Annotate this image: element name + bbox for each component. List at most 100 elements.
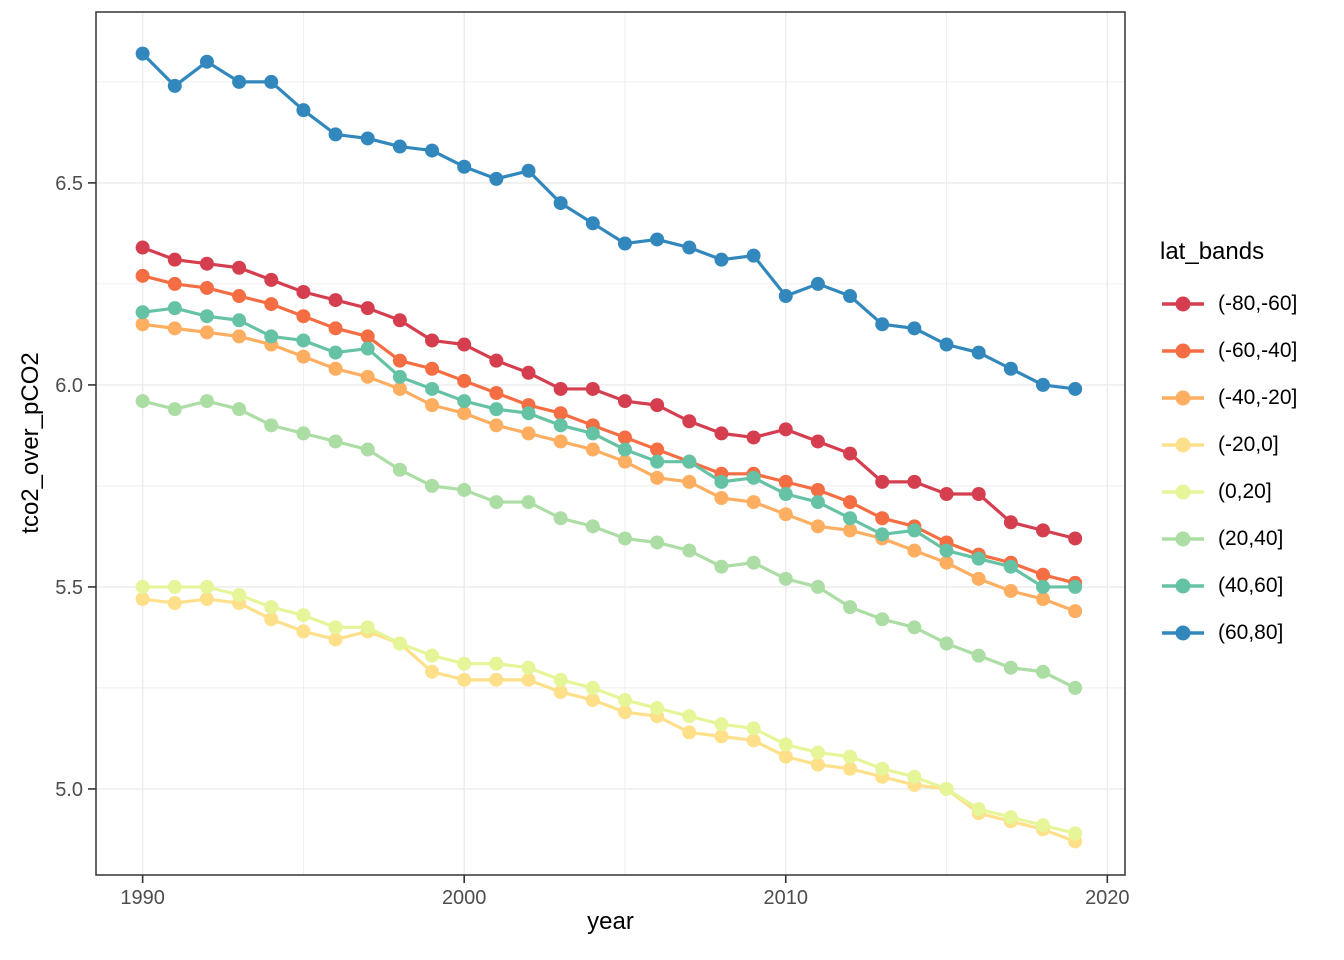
data-point bbox=[971, 551, 986, 566]
data-point bbox=[489, 402, 504, 417]
data-point bbox=[489, 418, 504, 433]
legend-label: (0,20] bbox=[1218, 479, 1272, 503]
data-point bbox=[553, 511, 568, 526]
data-point bbox=[585, 216, 600, 231]
data-point bbox=[489, 672, 504, 687]
legend-key-icon bbox=[1162, 531, 1204, 546]
data-point bbox=[746, 430, 761, 445]
data-point bbox=[1003, 583, 1018, 598]
data-point bbox=[617, 454, 632, 469]
data-point bbox=[392, 381, 407, 396]
data-point bbox=[585, 680, 600, 695]
data-point bbox=[167, 78, 182, 93]
x-tick-label: 1990 bbox=[120, 887, 165, 909]
data-point bbox=[167, 321, 182, 336]
data-point bbox=[232, 74, 247, 89]
data-point bbox=[199, 54, 214, 69]
data-point bbox=[810, 745, 825, 760]
legend-entry: (-80,-60] bbox=[1160, 280, 1297, 327]
data-point bbox=[296, 333, 311, 348]
data-point bbox=[1036, 567, 1051, 582]
data-point bbox=[392, 462, 407, 477]
legend-key-icon bbox=[1162, 343, 1204, 358]
data-point bbox=[617, 531, 632, 546]
legend-label: (60,80] bbox=[1218, 620, 1284, 644]
data-point bbox=[843, 749, 858, 764]
data-point bbox=[843, 523, 858, 538]
data-point bbox=[714, 252, 729, 267]
data-point bbox=[553, 684, 568, 699]
data-point bbox=[489, 171, 504, 186]
legend-key-icon bbox=[1162, 296, 1204, 311]
data-point bbox=[810, 519, 825, 534]
series-(-20,0] bbox=[135, 592, 1083, 849]
data-point bbox=[714, 426, 729, 441]
data-point bbox=[135, 579, 150, 594]
data-point bbox=[843, 495, 858, 510]
data-point bbox=[907, 321, 922, 336]
data-point bbox=[135, 268, 150, 283]
data-point bbox=[457, 482, 472, 497]
y-tick-label: 5.5 bbox=[55, 577, 83, 599]
data-point bbox=[135, 317, 150, 332]
data-point bbox=[682, 725, 697, 740]
legend-entry: (0,20] bbox=[1160, 468, 1297, 515]
data-point bbox=[489, 495, 504, 510]
data-point bbox=[457, 373, 472, 388]
data-point bbox=[296, 284, 311, 299]
data-point bbox=[1003, 660, 1018, 675]
data-point bbox=[425, 333, 440, 348]
data-point bbox=[328, 620, 343, 635]
data-point bbox=[553, 406, 568, 421]
x-tick-label: 2020 bbox=[1085, 887, 1130, 909]
series-(-40,-20] bbox=[135, 317, 1083, 619]
data-point bbox=[521, 163, 536, 178]
data-point bbox=[328, 345, 343, 360]
legend-key-icon bbox=[1162, 578, 1204, 593]
data-point bbox=[425, 664, 440, 679]
data-point bbox=[553, 672, 568, 687]
data-point bbox=[875, 474, 890, 489]
data-point bbox=[585, 381, 600, 396]
data-point bbox=[135, 592, 150, 607]
legend-entry: (-20,0] bbox=[1160, 421, 1297, 468]
data-point bbox=[746, 470, 761, 485]
data-point bbox=[971, 648, 986, 663]
data-point bbox=[1068, 604, 1083, 619]
data-point bbox=[650, 454, 665, 469]
legend-key-icon bbox=[1162, 390, 1204, 405]
data-point bbox=[264, 297, 279, 312]
data-point bbox=[971, 345, 986, 360]
series-line bbox=[142, 322, 1076, 613]
legend-label: (-80,-60] bbox=[1218, 291, 1298, 315]
data-point bbox=[1036, 523, 1051, 538]
data-point bbox=[167, 596, 182, 611]
axis-ticks: 1990 2000 2010 2020 5.0 5.5 6.0 6.5 bbox=[55, 173, 1129, 909]
data-point bbox=[167, 276, 182, 291]
data-point bbox=[650, 535, 665, 550]
y-tick-label: 5.0 bbox=[55, 779, 83, 801]
panel-border bbox=[95, 11, 1126, 876]
data-point bbox=[1068, 531, 1083, 546]
data-point bbox=[810, 482, 825, 497]
y-tick-label: 6.5 bbox=[55, 173, 83, 195]
data-point bbox=[489, 656, 504, 671]
data-point bbox=[907, 620, 922, 635]
data-point bbox=[135, 46, 150, 61]
legend-entries: (-80,-60] (-60,-40] (-40,-20] (-20,0] (0,20]… bbox=[1160, 280, 1297, 656]
data-point bbox=[167, 301, 182, 316]
series-line bbox=[142, 246, 1076, 540]
data-point bbox=[682, 240, 697, 255]
data-point bbox=[457, 394, 472, 409]
data-point bbox=[939, 555, 954, 570]
data-point bbox=[843, 511, 858, 526]
data-point bbox=[425, 398, 440, 413]
series-(0,20] bbox=[135, 579, 1083, 841]
data-point bbox=[521, 660, 536, 675]
legend: lat_bands (-80,-60] (-60,-40] (-40,-20] (-2… bbox=[1160, 238, 1297, 656]
data-point bbox=[167, 402, 182, 417]
data-point bbox=[360, 369, 375, 384]
legend-entry: (-40,-20] bbox=[1160, 374, 1297, 421]
data-point bbox=[746, 495, 761, 510]
